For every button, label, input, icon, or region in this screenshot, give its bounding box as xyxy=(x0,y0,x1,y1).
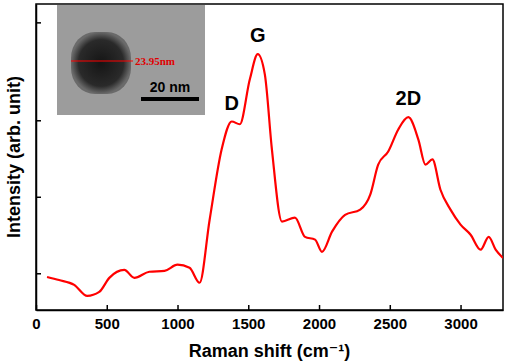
annotations: D G 2D xyxy=(224,24,421,113)
x-tick: 2000 xyxy=(303,305,336,332)
peak-label: 2D xyxy=(396,87,422,109)
peak-label: G xyxy=(250,24,266,46)
y-tick xyxy=(36,120,41,121)
x-tick: 500 xyxy=(95,305,120,332)
x-tick-label: 2500 xyxy=(374,315,407,332)
chart: 0 500 1000 1500 2000 2500 3000 D G 2D Raman shift … xyxy=(0,0,505,363)
x-tick-mark xyxy=(177,305,179,310)
x-tick-mark xyxy=(319,305,321,310)
inset-image: 23.95nm 20 nm xyxy=(57,5,205,115)
plot: 0 500 1000 1500 2000 2500 3000 D G 2D xyxy=(32,4,503,332)
x-axis-title: Raman shift (cm⁻¹) xyxy=(189,341,351,361)
y-tick xyxy=(36,22,41,23)
y-tick-mark xyxy=(36,120,41,122)
y-tick-mark xyxy=(36,197,41,199)
x-tick-mark xyxy=(390,305,392,310)
y-tick xyxy=(36,273,41,274)
x-tick-label: 500 xyxy=(95,315,120,332)
x-tick-label: 1000 xyxy=(161,315,194,332)
x-tick-label: 3000 xyxy=(444,315,477,332)
x-tick-label: 0 xyxy=(32,315,40,332)
x-tick: 1500 xyxy=(232,305,265,332)
inset-scale-bar xyxy=(141,97,199,101)
plot-frame xyxy=(36,4,503,310)
y-tick-mark xyxy=(36,22,41,24)
x-tick-mark xyxy=(460,305,462,310)
x-tick: 2500 xyxy=(374,305,407,332)
y-axis-line xyxy=(36,5,38,311)
x-tick-label: 2000 xyxy=(303,315,336,332)
y-tick-mark xyxy=(36,273,41,275)
inset-measurement: 23.95nm xyxy=(135,55,175,67)
inset-scale-label: 20 nm xyxy=(150,79,190,95)
x-tick-mark xyxy=(107,305,109,310)
inset-background xyxy=(57,5,205,115)
x-tick-mark xyxy=(248,305,250,310)
x-tick: 3000 xyxy=(444,305,477,332)
y-axis xyxy=(36,5,41,311)
peak-label: D xyxy=(224,92,238,114)
y-axis-title: Intensity (arb. unit) xyxy=(4,76,24,238)
inset-measure-line xyxy=(71,60,133,61)
inset-particle xyxy=(71,32,131,94)
x-axis: 0 500 1000 1500 2000 2500 3000 xyxy=(32,305,503,332)
y-tick xyxy=(36,197,41,198)
x-tick: 1000 xyxy=(161,305,194,332)
x-tick-label: 1500 xyxy=(232,315,265,332)
